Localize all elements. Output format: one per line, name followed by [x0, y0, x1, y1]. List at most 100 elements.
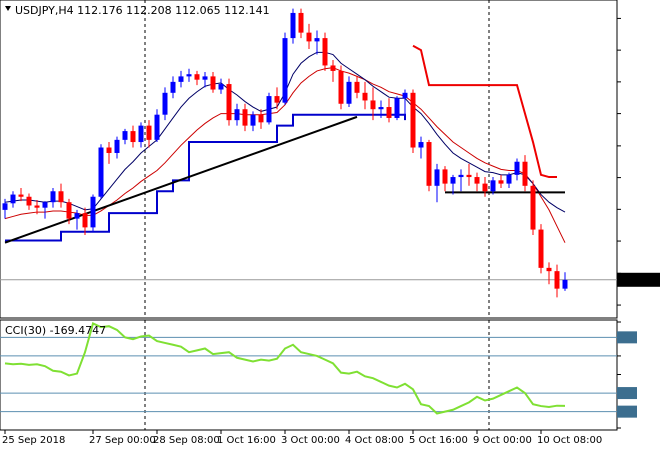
bearish-candle [546, 267, 552, 272]
bearish-candle [466, 174, 472, 178]
bearish-candle [362, 92, 368, 101]
bearish-candle [130, 131, 136, 143]
bearish-candle [442, 169, 448, 184]
bearish-candle [498, 180, 504, 184]
bearish-candle [426, 142, 432, 186]
bullish-candle [490, 180, 496, 192]
bullish-candle [434, 169, 440, 186]
bullish-candle [50, 191, 56, 203]
bullish-candle [378, 107, 384, 110]
bullish-candle [2, 203, 8, 210]
time-tick-label: 5 Oct 16:00 [409, 435, 468, 446]
bearish-candle [194, 74, 200, 80]
bearish-candle [474, 177, 480, 184]
lower-envelope-line [5, 113, 406, 242]
candles [2, 8, 568, 298]
bullish-candle [154, 114, 160, 140]
cci-line-group [4, 322, 566, 415]
bearish-candle [66, 202, 72, 219]
bullish-candle [314, 38, 320, 42]
bearish-candle [386, 107, 392, 118]
current-price-badge [617, 272, 660, 287]
bullish-candle [122, 131, 128, 140]
bearish-candle [330, 65, 336, 71]
bullish-candle [42, 202, 48, 208]
bullish-candle [138, 125, 144, 143]
bullish-candle [114, 139, 120, 153]
bullish-candle [450, 177, 456, 184]
bullish-candle [202, 76, 208, 80]
cci-axis [617, 321, 637, 429]
time-tick-label: 28 Sep 08:00 [153, 435, 220, 446]
cci-line [4, 322, 566, 415]
bullish-candle [186, 74, 192, 77]
bullish-candle [402, 92, 408, 99]
bearish-candle [18, 194, 24, 197]
collapse-triangle-icon[interactable] [5, 6, 11, 11]
bullish-candle [290, 12, 296, 39]
bullish-candle [506, 174, 512, 184]
bullish-candle [90, 196, 96, 228]
bullish-candle [562, 279, 568, 289]
bullish-candle [346, 81, 352, 104]
time-tick-label: 3 Oct 00:00 [281, 435, 340, 446]
time-tick-label: 1 Oct 16:00 [217, 435, 276, 446]
trend-line [4, 115, 358, 244]
bullish-candle [514, 161, 520, 175]
price-axis [617, 17, 660, 306]
bearish-candle [146, 125, 152, 140]
bearish-candle [338, 70, 344, 104]
bullish-candle [394, 98, 400, 118]
symbol-header: USDJPY,H4 112.176 112.208 112.065 112.14… [5, 4, 270, 17]
bearish-candle [58, 191, 64, 203]
cci-pane: CCI(30) -169.4747 [0, 319, 618, 431]
bullish-candle [10, 194, 16, 204]
bearish-candle [370, 100, 376, 110]
bearish-candle [354, 81, 360, 93]
bearish-candle [522, 161, 528, 186]
bearish-candle [482, 183, 488, 192]
bullish-candle [250, 114, 256, 126]
price-pane: USDJPY,H4 112.176 112.208 112.065 112.14… [0, 0, 618, 319]
bullish-candle [162, 92, 168, 115]
bearish-candle [258, 114, 264, 123]
bullish-candle [98, 147, 104, 197]
bullish-candle [218, 84, 224, 90]
bearish-candle [530, 185, 536, 230]
time-tick-label: 27 Sep 00:00 [89, 435, 156, 446]
bearish-candle [538, 229, 544, 268]
time-tick-label: 9 Oct 00:00 [473, 435, 532, 446]
bearish-candle [26, 196, 32, 206]
bearish-candle [242, 109, 248, 126]
price-title: USDJPY,H4 112.176 112.208 112.065 112.14… [15, 4, 270, 17]
bullish-candle [418, 142, 424, 148]
time-tick-label: 10 Oct 08:00 [537, 435, 602, 446]
bearish-candle [34, 205, 40, 208]
cci-reference-lines [0, 336, 617, 413]
bearish-candle [554, 271, 560, 289]
bullish-candle [266, 96, 272, 123]
time-tick-label: 4 Oct 08:00 [345, 435, 404, 446]
envelope-lines [5, 44, 557, 242]
bearish-candle [322, 38, 328, 66]
bearish-candle [82, 213, 88, 228]
bullish-candle [178, 76, 184, 82]
time-tick-label: 25 Sep 2018 [2, 435, 65, 446]
bullish-candle [234, 109, 240, 121]
bullish-candle [458, 174, 464, 178]
bearish-candle [226, 84, 232, 121]
bearish-candle [274, 96, 280, 103]
cci-tick-highlight [617, 387, 637, 400]
bullish-candle [74, 213, 80, 219]
cci-tick-highlight [617, 331, 637, 344]
upper-envelope-line [412, 44, 557, 179]
bearish-candle [106, 147, 112, 153]
cci-title: CCI(30) -169.4747 [5, 324, 106, 337]
bearish-candle [298, 12, 304, 33]
day-separators [144, 0, 490, 318]
bullish-candle [282, 38, 288, 103]
bearish-candle [410, 92, 416, 148]
bullish-candle [170, 81, 176, 93]
